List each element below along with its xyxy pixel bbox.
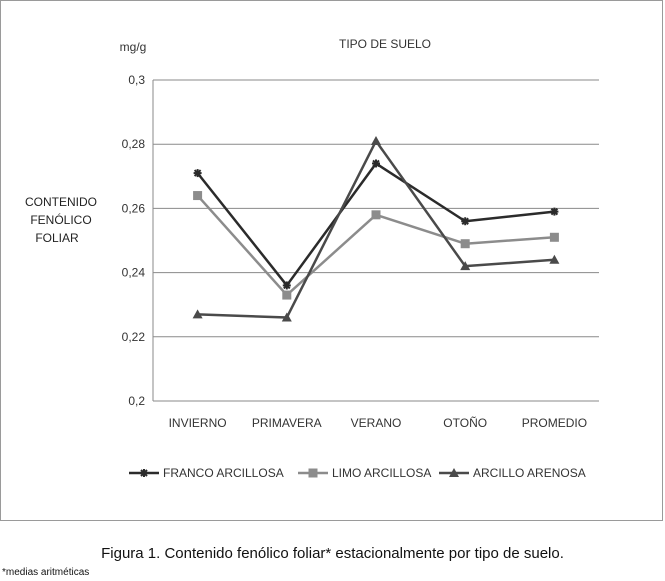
data-point-star: [461, 217, 470, 226]
y-tick-labels: 0,2 0,22 0,24 0,26 0,28 0,3: [122, 73, 146, 408]
x-tick-label: PRIMAVERA: [252, 416, 322, 430]
data-point-star: [193, 169, 202, 178]
y-tick-label: 0,3: [128, 73, 145, 87]
figure-caption: Figura 1. Contenido fenólico foliar* est…: [101, 545, 564, 562]
y-axis-label-line-1: CONTENIDO: [25, 195, 97, 209]
data-point-square: [549, 232, 559, 242]
legend-label: LIMO ARCILLOSA: [332, 466, 431, 480]
x-tick-label: OTOÑO: [443, 416, 487, 430]
legend-entry: FRANCO ARCILLOSA: [129, 466, 284, 480]
data-point-square: [460, 239, 470, 249]
unit-label: mg/g: [120, 40, 147, 54]
series: [192, 135, 560, 322]
legend-entry: ARCILLO ARENOSA: [439, 466, 586, 480]
series: [193, 191, 559, 300]
y-axis-label-line-3: FOLIAR: [35, 231, 79, 245]
x-tick-label: INVIERNO: [169, 416, 227, 430]
series-line: [197, 139, 555, 319]
legend: FRANCO ARCILLOSA LIMO ARCILLOSA ARCILLO AR…: [129, 466, 586, 480]
y-axis-label-line-2: FENÓLICO: [30, 212, 91, 227]
legend-label: ARCILLO ARENOSA: [473, 466, 586, 480]
series-line: [196, 162, 555, 287]
line-chart: TIPO DE SUELO mg/g CONTENIDO FENÓLICO FO…: [25, 37, 599, 480]
data-point-square: [371, 210, 381, 220]
data-point-triangle: [192, 309, 203, 319]
legend-label: FRANCO ARCILLOSA: [163, 466, 284, 480]
y-tick-label: 0,22: [122, 330, 146, 344]
legend-entry: LIMO ARCILLOSA: [298, 466, 431, 480]
data-point-triangle: [371, 135, 381, 145]
data-point-star: [140, 469, 148, 477]
y-tick-label: 0,2: [128, 394, 145, 408]
x-tick-label: PROMEDIO: [522, 416, 587, 430]
series-lines: [192, 135, 560, 322]
chart-frame: TIPO DE SUELO mg/g CONTENIDO FENÓLICO FO…: [0, 0, 663, 521]
x-tick-labels: INVIERNO PRIMAVERA VERANO OTOÑO PROMEDIO: [169, 416, 587, 430]
data-point-triangle: [449, 468, 459, 477]
footnote: *medias aritméticas: [2, 567, 90, 578]
data-point-star: [372, 159, 380, 168]
data-point-star: [550, 207, 559, 216]
data-point-triangle: [281, 312, 292, 322]
y-tick-label: 0,28: [122, 137, 146, 151]
chart-title: TIPO DE SUELO: [339, 37, 431, 51]
data-point-square: [193, 191, 203, 201]
y-tick-label: 0,26: [122, 201, 146, 215]
data-point-square: [282, 290, 292, 300]
y-tick-label: 0,24: [122, 266, 146, 280]
x-tick-label: VERANO: [351, 416, 402, 430]
data-point-star: [282, 281, 291, 290]
gridlines: [152, 79, 599, 402]
series: [193, 159, 559, 290]
data-point-triangle: [549, 254, 560, 264]
data-point-square: [308, 468, 318, 478]
data-point-triangle: [460, 261, 471, 271]
